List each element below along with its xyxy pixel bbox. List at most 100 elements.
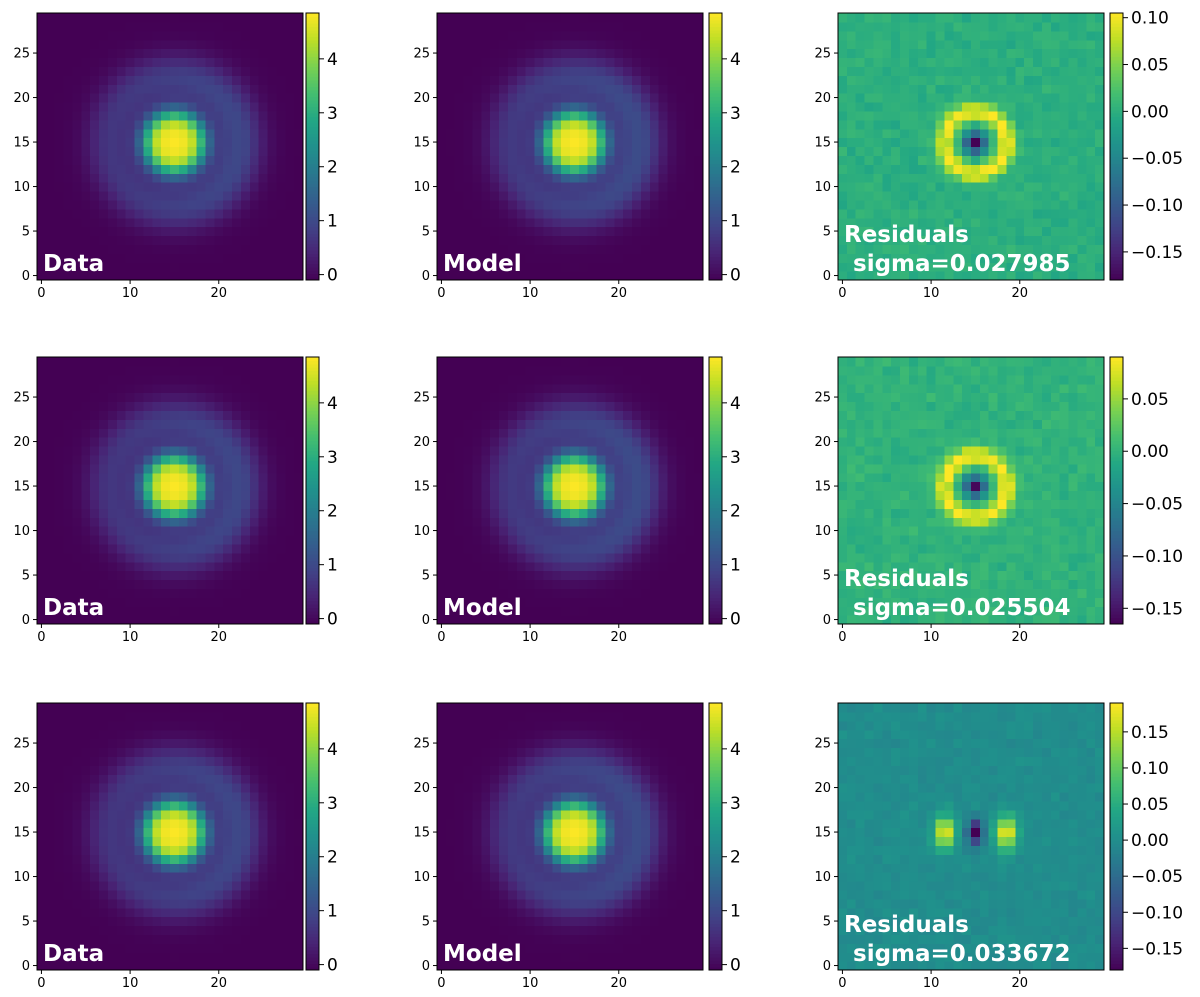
heatmap-cell <box>249 552 260 563</box>
heatmap-cell <box>249 437 260 447</box>
heatmap-cell <box>694 137 704 148</box>
heatmap-cell <box>676 191 686 201</box>
heatmap-cell <box>134 13 144 23</box>
heatmap-cell <box>543 48 553 59</box>
heatmap-cell <box>258 365 269 376</box>
heatmap-cell <box>605 75 615 85</box>
heatmap-cell <box>570 374 580 385</box>
heatmap-cell <box>276 526 286 536</box>
heatmap-cell <box>543 410 553 420</box>
heatmap-cell <box>596 588 607 598</box>
heatmap-cell <box>1059 271 1070 281</box>
heatmap-cell <box>170 499 180 509</box>
heatmap-cell <box>72 208 82 219</box>
heatmap-cell <box>72 410 82 420</box>
heatmap-cell <box>516 588 527 598</box>
heatmap-cell <box>45 526 56 536</box>
heatmap-cell <box>285 401 295 411</box>
heatmap-cell <box>258 588 269 598</box>
heatmap-cell <box>125 173 136 183</box>
heatmap-cell <box>437 102 447 112</box>
heatmap-cell <box>552 365 562 376</box>
heatmap-cell <box>472 588 482 598</box>
heatmap-cell <box>454 357 465 367</box>
heatmap-cell <box>507 155 518 165</box>
heatmap-cell <box>54 244 65 254</box>
heatmap-cell <box>605 137 615 148</box>
heatmap-cell <box>1006 39 1016 50</box>
heatmap-cell <box>178 543 189 554</box>
heatmap-cell <box>1006 244 1016 254</box>
heatmap-cell <box>285 13 295 23</box>
heatmap-cell <box>534 110 544 121</box>
heatmap-cell <box>463 173 474 183</box>
colorbar-segment <box>1110 223 1123 228</box>
heatmap-cell <box>614 66 624 76</box>
heatmap-cell <box>543 401 553 411</box>
heatmap-cell <box>1068 208 1078 219</box>
heatmap-cell <box>454 226 465 237</box>
heatmap-cell <box>578 173 589 183</box>
heatmap-cell <box>134 21 144 32</box>
heatmap-cell <box>143 75 153 85</box>
heatmap-cell <box>37 606 47 616</box>
heatmap-cell <box>516 490 527 500</box>
heatmap-cell <box>667 244 677 254</box>
colorbar-segment <box>1110 129 1123 134</box>
heatmap-cell <box>454 155 465 165</box>
heatmap-cell <box>1041 164 1052 174</box>
colorbar-segment <box>306 613 319 618</box>
heatmap-cell <box>267 615 277 625</box>
heatmap-cell <box>997 235 1008 245</box>
heatmap-cell <box>649 401 660 411</box>
heatmap-cell <box>1006 75 1016 85</box>
heatmap-cell <box>205 110 215 121</box>
heatmap-cell <box>578 39 589 50</box>
heatmap-cell <box>170 481 180 492</box>
heatmap-cell <box>205 39 215 50</box>
colorbar-segment <box>306 587 319 592</box>
heatmap-cell <box>196 119 207 130</box>
heatmap-cell <box>170 365 180 376</box>
heatmap-cell <box>45 463 56 474</box>
heatmap-cell <box>605 374 615 385</box>
heatmap-cell <box>534 490 544 500</box>
heatmap-cell <box>1059 13 1070 23</box>
heatmap-cell <box>116 48 127 59</box>
heatmap-cell <box>490 66 500 76</box>
heatmap-cell <box>445 383 456 394</box>
heatmap-cell <box>623 437 633 447</box>
heatmap-cell <box>640 410 651 420</box>
heatmap-cell <box>170 164 180 174</box>
heatmap-cell <box>170 244 180 254</box>
heatmap-cell <box>649 570 660 581</box>
heatmap-cell <box>116 199 127 210</box>
panel-residuals-1: 0 10 200510152025Residualssigma=0.0279850.… <box>814 9 1183 301</box>
heatmap-cell <box>1006 146 1016 156</box>
heatmap-cell <box>649 535 660 545</box>
heatmap-cell <box>152 463 162 474</box>
heatmap-cell <box>214 102 224 112</box>
heatmap-cell <box>685 561 695 572</box>
heatmap-cell <box>561 191 571 201</box>
colorbar-segment <box>1110 109 1123 114</box>
heatmap-cell <box>285 75 295 85</box>
heatmap-cell <box>445 102 456 112</box>
heatmap-cell <box>258 401 269 411</box>
heatmap-cell <box>214 199 224 210</box>
colorbar-segment <box>306 209 319 214</box>
colorbar-segment <box>306 56 319 61</box>
heatmap-cell <box>72 535 82 545</box>
heatmap-cell <box>152 39 162 50</box>
heatmap-cell <box>240 374 251 385</box>
heatmap-cell <box>525 401 536 411</box>
heatmap-cell <box>240 392 251 403</box>
colorbar-segment <box>709 590 722 595</box>
heatmap-cell <box>463 552 474 563</box>
heatmap-cell <box>196 57 207 67</box>
heatmap-cell <box>908 93 919 103</box>
heatmap-cell <box>276 262 286 272</box>
heatmap-cell <box>178 597 189 607</box>
heatmap-cell <box>472 93 482 103</box>
heatmap-cell <box>900 102 910 112</box>
